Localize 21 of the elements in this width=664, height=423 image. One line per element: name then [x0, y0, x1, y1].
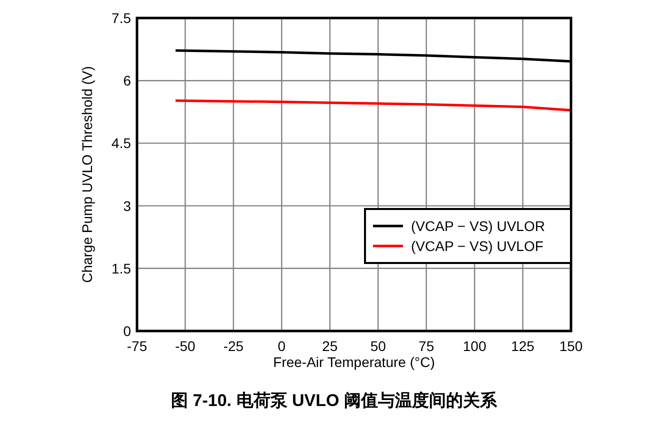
text: 图 7-10. 电荷泵 UVLO 阈值与温度间的关系	[171, 391, 498, 410]
x-axis-title: Free-Air Temperature (°C)	[273, 354, 435, 370]
x-tick-label: -25	[223, 338, 244, 354]
y-tick-label: 0	[123, 323, 132, 339]
y-tick-label: 6	[123, 72, 132, 89]
x-tick-label: -50	[175, 338, 196, 354]
x-tick-label: 50	[370, 338, 386, 354]
y-axis-title: Charge Pump UVLO Threshold (V)	[79, 66, 95, 283]
y-tick-label: 7.5	[112, 10, 132, 26]
legend-label: (VCAP − VS) UVLOF	[411, 238, 544, 254]
x-tick-label: 125	[511, 338, 535, 354]
x-tick-label: 25	[322, 338, 338, 354]
x-tick-label: 75	[418, 338, 434, 354]
x-tick-label: -75	[126, 338, 148, 354]
x-tick-label: 150	[559, 338, 583, 354]
y-tick-label: 4.5	[112, 135, 132, 152]
y-tick-label: 3	[123, 198, 132, 214]
legend-label: (VCAP − VS) UVLOR	[411, 218, 545, 234]
y-tick-label: 1.5	[112, 260, 132, 276]
x-tick-label: 100	[462, 338, 486, 354]
x-tick-label: 0	[278, 338, 286, 354]
